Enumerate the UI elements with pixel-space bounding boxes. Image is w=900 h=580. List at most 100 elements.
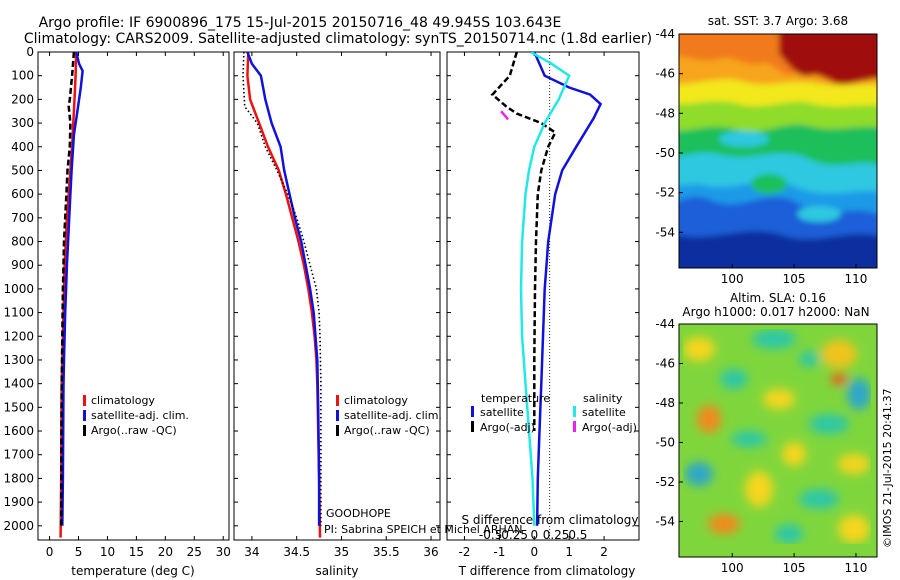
y-tick-label: 300	[11, 116, 34, 130]
depth-ticks: 0 100 200 300 400 500 600 700 800 900 1000 1100 1200…	[3, 45, 42, 533]
x-tick-label: 34.5	[283, 545, 310, 559]
legend-label-argo: Argo(..raw -QC)	[344, 424, 430, 437]
sla-map: Altim. SLA: 0.16 Argo h1000: 0.017 h2000…	[655, 291, 878, 575]
map-x-tick-label: 100	[721, 272, 744, 286]
difference-axes-frame	[446, 51, 640, 541]
salinity-legend: climatology satellite-adj. clim. Argo(..…	[336, 394, 442, 437]
temperature-series-argo-raw-qc-	[59, 52, 76, 526]
map-y-tick-label: -54	[655, 225, 675, 239]
temperature-x-ticks: 0 5 10 15 20 25 30	[46, 52, 231, 559]
y-tick-label: 1200	[3, 329, 34, 343]
x-tick-label: 15	[129, 545, 144, 559]
legend-label-satellite-adj: satellite-adj. clim.	[344, 409, 442, 422]
x-tick-label: 36	[423, 545, 438, 559]
sla-frame	[678, 323, 878, 558]
x-tick-label: 10	[100, 545, 115, 559]
x-tick-label: 1	[565, 545, 573, 559]
x-top-tick-label: 0	[530, 528, 538, 542]
x-tick-label: 25	[187, 545, 202, 559]
sla-title: Altim. SLA: 0.16	[730, 291, 826, 305]
x-tick-label: 20	[158, 545, 173, 559]
y-tick-label: 900	[11, 258, 34, 272]
legend-label-climatology: climatology	[344, 394, 408, 407]
legend-swatch-t-satellite	[471, 406, 474, 417]
project-annotation: GOODHOPE	[326, 507, 391, 520]
map-y-tick-label: -46	[655, 356, 675, 370]
sst-frame	[678, 33, 878, 269]
difference-legend: temperature satellite Argo(-adj) salinit…	[471, 392, 637, 434]
legend-swatch-s-argo	[573, 421, 576, 432]
legend-swatch-argo	[83, 425, 86, 436]
salinity-x-ticks: 34 34.5 35 35.5 36	[234, 51, 440, 559]
map-y-tick-label: -54	[655, 514, 675, 528]
temperature-xlabel: temperature (deg C)	[71, 564, 194, 578]
x-tick-label: -2	[458, 545, 470, 559]
y-tick-label: 1300	[3, 353, 34, 367]
salinity-xlabel: salinity	[315, 564, 358, 578]
y-tick-label: 600	[11, 187, 34, 201]
temperature-legend: climatology satellite-adj. clim. Argo(..…	[83, 394, 189, 437]
salinity-panel: 34 34.5 35 35.5 36 salinity climatology sate…	[233, 51, 523, 578]
x-top-tick-label: 0.5	[568, 528, 587, 542]
y-tick-label: 1900	[3, 495, 34, 509]
x-tick-label: -1	[493, 545, 505, 559]
y-tick-label: 1600	[3, 424, 34, 438]
sla-ticks: 100 105 110 -44 -46 -48 -50 -52 -54	[655, 317, 867, 575]
y-tick-label: 1700	[3, 448, 34, 462]
y-tick-label: 700	[11, 211, 34, 225]
watermark: ©IMOS 21-Jul-2015 20:41:37	[881, 388, 894, 548]
difference-x-ticks: -2 -1 0 1 2 -0.5-0.25 0 0.250.5	[447, 51, 639, 559]
temperature-panel: 0100200300400500600700800900100011001200…	[3, 45, 230, 578]
y-tick-label: 1800	[3, 471, 34, 485]
legend-header-salinity: salinity	[583, 392, 623, 405]
legend-label-satellite-adj: satellite-adj. clim.	[91, 409, 189, 422]
x-top-tick-label: 0.25	[543, 528, 570, 542]
x-tick-label: 2	[600, 545, 608, 559]
map-x-tick-label: 105	[783, 561, 806, 575]
y-tick-label: 1000	[3, 282, 34, 296]
y-tick-label: 500	[11, 163, 34, 177]
temperature-series-climatology	[59, 52, 78, 538]
map-y-tick-label: -52	[655, 186, 675, 200]
sst-map: sat. SST: 3.7 Argo: 3.68 100 105 1	[655, 14, 878, 286]
legend-label-s-satellite: satellite	[582, 406, 626, 419]
legend-swatch-argo	[336, 425, 339, 436]
differences-series-temperature-argo-adj-	[490, 52, 557, 431]
salinity-series	[242, 52, 322, 538]
y-tick-label: 1100	[3, 306, 34, 320]
sst-image	[679, 34, 877, 268]
legend-label-t-argo: Argo(-adj)	[480, 421, 535, 434]
sla-subtitle: Argo h1000: 0.017 h2000: NaN	[682, 305, 869, 319]
sla-image	[679, 324, 877, 557]
sst-title: sat. SST: 3.7 Argo: 3.68	[708, 14, 848, 28]
map-y-tick-label: -44	[655, 27, 675, 41]
difference-xlabel-top: S difference from climatology	[462, 513, 639, 527]
legend-header-temperature: temperature	[481, 392, 550, 405]
y-tick-label: 800	[11, 235, 34, 249]
y-tick-label: 100	[11, 69, 34, 83]
map-y-tick-label: -50	[655, 146, 675, 160]
difference-series	[490, 52, 603, 526]
y-tick-label: 1400	[3, 377, 34, 391]
y-tick-label: 1500	[3, 400, 34, 414]
legend-label-argo: Argo(..raw -QC)	[91, 424, 177, 437]
legend-swatch-satellite-adj	[336, 410, 339, 421]
map-x-tick-label: 110	[845, 561, 868, 575]
map-x-tick-label: 110	[845, 272, 868, 286]
legend-swatch-s-satellite	[573, 406, 576, 417]
figure-title-line2: Climatology: CARS2009. Satellite-adjuste…	[24, 31, 652, 47]
map-y-tick-label: -46	[655, 67, 675, 81]
map-x-tick-label: 105	[783, 272, 806, 286]
y-tick-label: 400	[11, 140, 34, 154]
differences-series-salinity-satellite	[519, 52, 571, 526]
x-tick-label: 0	[530, 545, 538, 559]
x-tick-label: 35	[334, 545, 349, 559]
map-x-tick-label: 100	[721, 561, 744, 575]
pi-annotation: PI: Sabrina SPEICH et Michel ARHAN	[324, 523, 523, 536]
x-tick-label: 0	[46, 545, 54, 559]
map-y-tick-label: -44	[655, 317, 675, 331]
legend-label-t-satellite: satellite	[480, 406, 524, 419]
legend-swatch-climatology	[336, 395, 339, 406]
sst-ticks: 100 105 110 -44 -46 -48 -50 -52 -54	[655, 27, 867, 286]
